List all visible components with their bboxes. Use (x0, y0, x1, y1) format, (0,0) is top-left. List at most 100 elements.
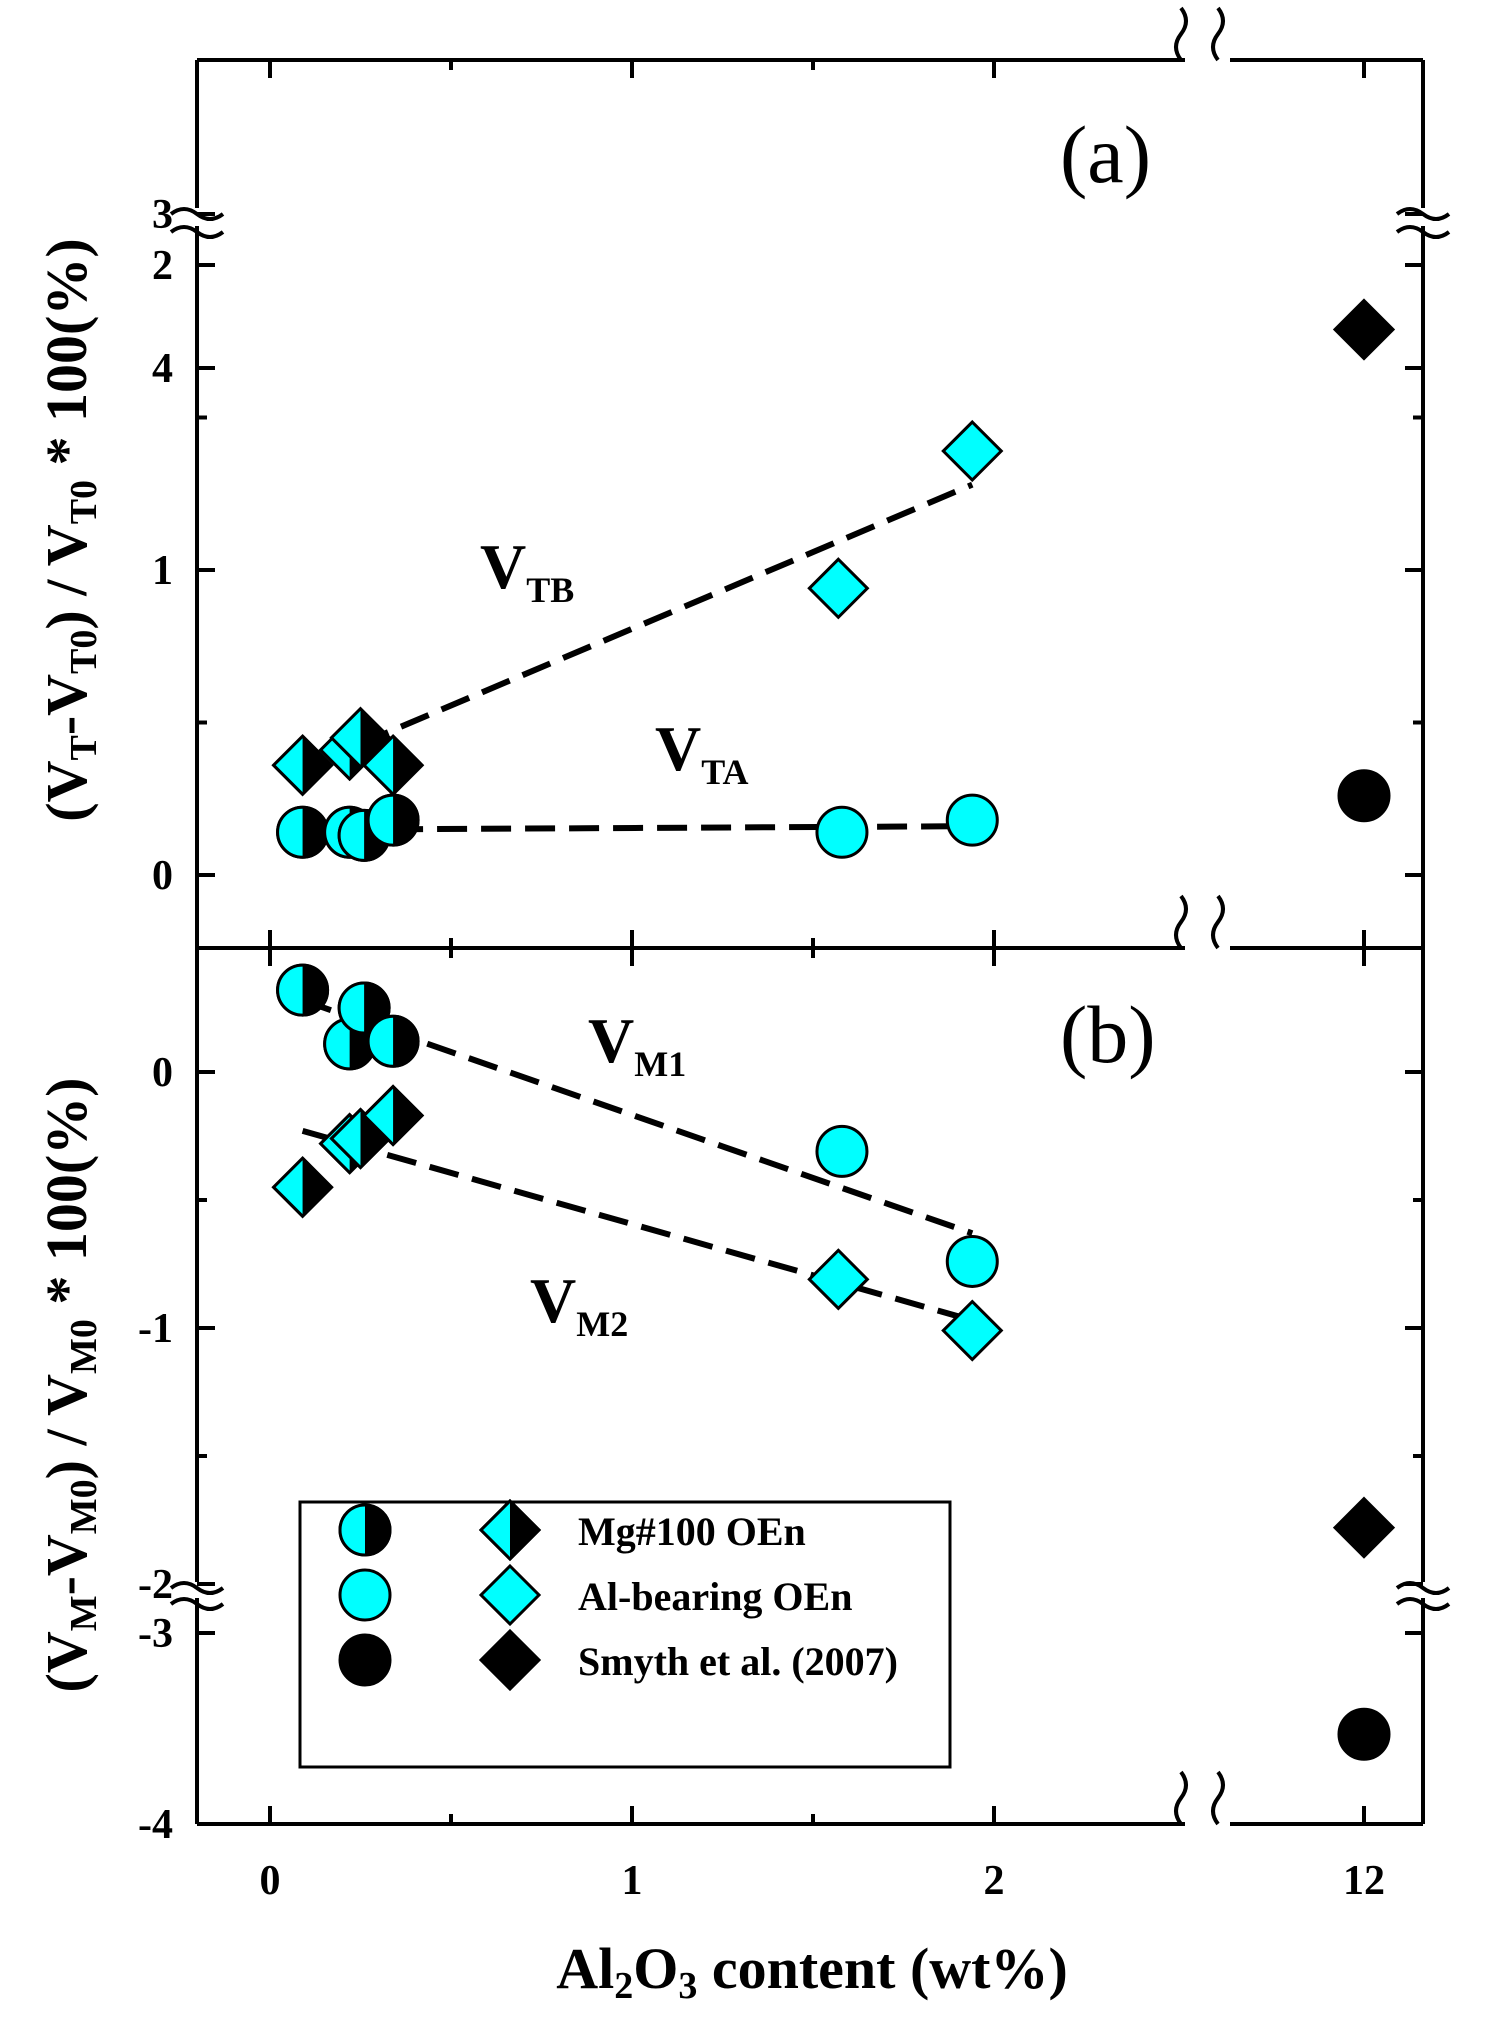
y-break-right-a-lower (1395, 225, 1451, 239)
circle-fill-cyan-half (339, 810, 365, 861)
diamond-outline (478, 1498, 542, 1562)
y-break-right-a-upper (1395, 207, 1451, 221)
diamond-fill-cyan-half (331, 1109, 361, 1168)
point-VTB-4 (807, 557, 870, 620)
x-tick-label-0: 0 (260, 1858, 281, 1904)
point-VM1-3 (366, 1014, 420, 1068)
legend-label-smyth: Smyth et al. (2007) (578, 1639, 898, 1684)
x-axis-label: Al2O3 content (wt%) (556, 1936, 1068, 2007)
diamond-shape (941, 419, 1004, 483)
series-labels: VTB VTA VM1 VM2 (480, 531, 749, 1344)
diamond-fill-cyan-half (273, 1158, 303, 1217)
x-tick-label-12: 12 (1343, 1858, 1385, 1904)
diamond-shape (1332, 298, 1396, 361)
y-break-left-b-lower (169, 1597, 225, 1611)
legend-label-al-bearing: Al-bearing OEn (578, 1574, 852, 1619)
legend-circle-0 (338, 1503, 392, 1557)
point-VM2-0 (271, 1156, 334, 1219)
y-b-m4-tick-label: -4 (138, 1802, 173, 1848)
y-break-right-b-upper (1395, 1581, 1451, 1595)
y-axis-label-a: (VT-VT0) / VT0 * 100(%) (34, 238, 105, 821)
x-break-left-2 (1174, 1770, 1188, 1826)
x-tick-label-2: 2 (984, 1858, 1005, 1904)
circle-fill-cyan-half (339, 983, 365, 1033)
diamond-fill-cyan-half (273, 736, 303, 795)
y-a-4-tick-label: 4 (152, 346, 173, 392)
point-VM1-5 (945, 1234, 999, 1288)
series-label-VTB: VTB (480, 531, 574, 610)
diamond-outline (271, 1156, 334, 1219)
y-b-m2-tick-label: -2 (138, 1562, 173, 1608)
diamond-outline (271, 734, 334, 797)
trendline-VTA (393, 823, 973, 833)
legend-circle-2 (338, 1633, 392, 1687)
legend-diamond-0 (478, 1498, 542, 1562)
legend-diamond-1 (478, 1563, 542, 1627)
diamond-shape (478, 1628, 542, 1692)
point-VTA-5 (945, 793, 999, 847)
legend-diamond-2 (478, 1628, 542, 1692)
diamond-shape (1332, 1496, 1396, 1559)
y-break-right-b-lower (1395, 1597, 1451, 1611)
diamond-fill-cyan-half (364, 736, 394, 795)
circle-fill-cyan-half (340, 1505, 365, 1555)
y-break-left-b-upper (169, 1581, 225, 1595)
diamond-shape (941, 1299, 1004, 1362)
y-a-2-tick-label: 2 (152, 243, 173, 289)
circle-shape (945, 1234, 999, 1288)
circle-outline (337, 981, 391, 1035)
trendline-VM1 (301, 997, 974, 1237)
circle-shape (1337, 1707, 1391, 1761)
point-VM2-4 (807, 1248, 870, 1311)
y-b-0-tick-label: 0 (152, 1050, 173, 1096)
diamond-fill-cyan-half (481, 1501, 510, 1559)
x-tick-label-1: 1 (622, 1858, 643, 1904)
axis-break-marks (169, 6, 1451, 1826)
diamond-outline (361, 1084, 425, 1147)
y-a-0-tick-label: 0 (152, 853, 173, 899)
circle-fill-cyan-half (277, 807, 303, 858)
panel-label-b: (b) (1060, 989, 1156, 1080)
series-label-VTA: VTA (655, 713, 749, 792)
diamond-shape (807, 1248, 870, 1311)
point-VM1-0 (276, 963, 330, 1017)
legend-label-mg100: Mg#100 OEn (578, 1509, 806, 1554)
point-VTA-4 (815, 805, 869, 859)
x-break-left-1 (1174, 894, 1188, 950)
circle-shape (815, 1124, 869, 1178)
circle-outline (338, 1503, 392, 1557)
point-VM1-2 (337, 981, 391, 1035)
y-a-1-tick-label: 1 (152, 548, 173, 594)
y-a-3-tick-label: 3 (152, 192, 173, 238)
panel-label-a: (a) (1060, 109, 1151, 200)
y-b-m1-tick-label: -1 (138, 1306, 173, 1352)
legend-box (298, 1500, 952, 1769)
trendline-VTB (359, 481, 974, 747)
legend-circle-1 (338, 1568, 392, 1622)
circle-outline (276, 963, 330, 1017)
circle-fill-cyan-half (368, 1016, 394, 1067)
point-VM2-5 (941, 1299, 1004, 1362)
axis-ticks (197, 60, 1423, 1826)
legend: Mg#100 OEn Al-bearing OEn Smyth et al. (… (298, 1498, 952, 1769)
circle-outline (366, 793, 420, 847)
trendlines (301, 481, 974, 1324)
data-markers (271, 298, 1396, 1761)
circle-shape (338, 1568, 392, 1622)
legend-markers (338, 1498, 542, 1692)
y-break-left-a-upper (169, 207, 225, 221)
circle-fill-cyan-half (324, 1018, 350, 1069)
point-VTB-0 (271, 734, 334, 797)
circle-shape (945, 793, 999, 847)
point-VM1-4 (815, 1124, 869, 1178)
diamond-outline (329, 706, 392, 769)
trendline-VM2 (301, 1127, 974, 1324)
y-b-m3-tick-label: -3 (138, 1611, 173, 1657)
y-axis-label-b: (VM-VM0) / VM0 * 100(%) (34, 1078, 105, 1693)
point-VM2-3 (361, 1084, 425, 1147)
series-label-VM2: VM2 (530, 1265, 628, 1344)
circle-shape (815, 805, 869, 859)
